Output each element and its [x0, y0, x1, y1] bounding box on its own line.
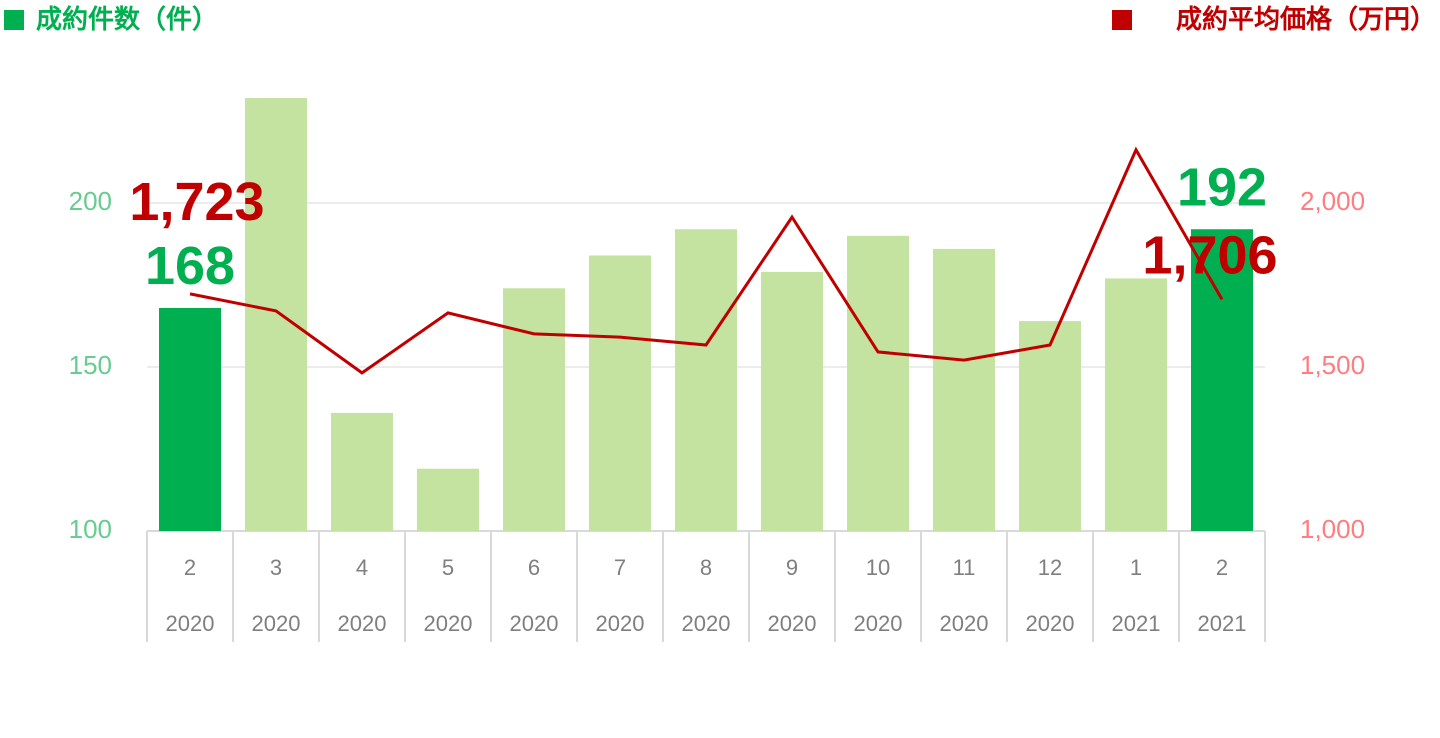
legend-swatch: [4, 10, 24, 30]
bar: [245, 98, 307, 531]
x-tick-label: 3: [270, 555, 282, 580]
x-tick-label: 9: [786, 555, 798, 580]
legend-label: 成約件数（件）: [36, 4, 218, 34]
x-year-label: 2020: [252, 611, 301, 636]
y-tick-label: 150: [69, 350, 112, 380]
line-value-label: 1,706: [1142, 226, 1277, 286]
y-tick-label: 200: [69, 186, 112, 216]
x-tick-label: 12: [1038, 555, 1062, 580]
bar: [761, 271, 823, 531]
legend-label: 成約平均価格（万円）: [1176, 4, 1436, 34]
x-year-label: 2020: [424, 611, 473, 636]
y2-tick-label: 1,500: [1300, 350, 1365, 380]
x-year-label: 2020: [596, 611, 645, 636]
bar-value-label: 192: [1177, 158, 1267, 218]
bar: [159, 307, 221, 531]
x-tick-label: 7: [614, 555, 626, 580]
bar: [1105, 278, 1167, 531]
legend-swatch: [1112, 10, 1132, 30]
x-tick-label: 10: [866, 555, 890, 580]
x-year-label: 2020: [682, 611, 731, 636]
bar: [1191, 229, 1253, 532]
x-year-label: 2020: [1026, 611, 1075, 636]
bar: [503, 288, 565, 531]
y-tick-label: 100: [69, 514, 112, 544]
x-tick-label: 2: [184, 555, 196, 580]
x-year-label: 2020: [510, 611, 559, 636]
bar: [417, 468, 479, 531]
x-year-label: 2020: [338, 611, 387, 636]
x-year-label: 2020: [166, 611, 215, 636]
bar: [1019, 321, 1081, 531]
bar: [331, 412, 393, 531]
bar: [847, 235, 909, 532]
x-year-label: 2021: [1112, 611, 1161, 636]
bar: [589, 255, 651, 532]
x-year-label: 2021: [1198, 611, 1247, 636]
y2-tick-label: 2,000: [1300, 186, 1365, 216]
x-tick-label: 4: [356, 555, 368, 580]
line: [189, 146, 1224, 375]
y2-tick-label: 1,000: [1300, 514, 1365, 544]
x-tick-label: 5: [442, 555, 454, 580]
bar: [675, 229, 737, 532]
line-value-label: 1,723: [129, 172, 264, 232]
x-tick-label: 11: [953, 555, 976, 580]
x-tick-label: 1: [1130, 555, 1142, 580]
bar-value-label: 168: [145, 236, 235, 296]
x-tick-label: 8: [700, 555, 712, 580]
x-tick-label: 2: [1216, 555, 1228, 580]
x-year-label: 2020: [854, 611, 903, 636]
x-year-label: 2020: [940, 611, 989, 636]
x-tick-label: 6: [528, 555, 540, 580]
bar: [933, 248, 995, 532]
x-year-label: 2020: [768, 611, 817, 636]
